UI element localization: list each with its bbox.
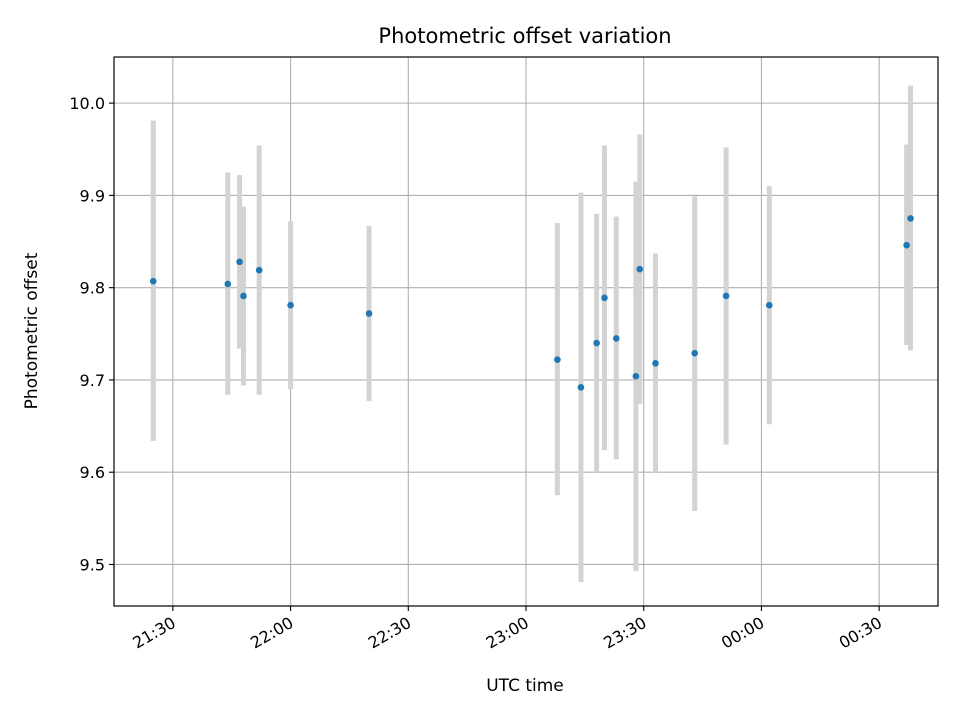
- data-point: [577, 384, 585, 391]
- data-point: [255, 266, 263, 274]
- y-tick-label: 9.5: [80, 555, 105, 574]
- y-tick-label: 10.0: [69, 94, 105, 113]
- data-point: [636, 265, 644, 273]
- data-point: [554, 356, 561, 363]
- data-point: [903, 241, 910, 249]
- chart-title: Photometric offset variation: [378, 24, 671, 48]
- data-point: [765, 301, 773, 309]
- data-point: [240, 292, 247, 300]
- data-point: [149, 277, 157, 285]
- data-point: [593, 339, 600, 347]
- data-point: [287, 301, 294, 309]
- data-point: [612, 335, 620, 342]
- y-axis-ticks: 9.5 9.6 9.7 9.8 9.9 10.0: [69, 94, 114, 574]
- x-axis-title: UTC time: [486, 676, 564, 696]
- y-tick-label: 9.6: [80, 463, 105, 482]
- grid: [114, 57, 938, 606]
- data-point: [224, 280, 232, 288]
- y-axis-title: Photometric offset: [22, 252, 42, 409]
- data-points: [149, 215, 914, 391]
- y-tick-label: 9.9: [80, 186, 105, 205]
- data-point: [632, 372, 640, 380]
- y-tick-label: 9.8: [80, 279, 105, 298]
- data-point: [236, 258, 243, 266]
- data-point: [365, 310, 373, 317]
- data-point: [652, 360, 659, 367]
- data-point: [601, 294, 608, 302]
- data-point: [722, 292, 730, 300]
- y-tick-label: 9.7: [80, 371, 105, 390]
- data-point: [691, 349, 699, 357]
- data-point: [907, 215, 914, 222]
